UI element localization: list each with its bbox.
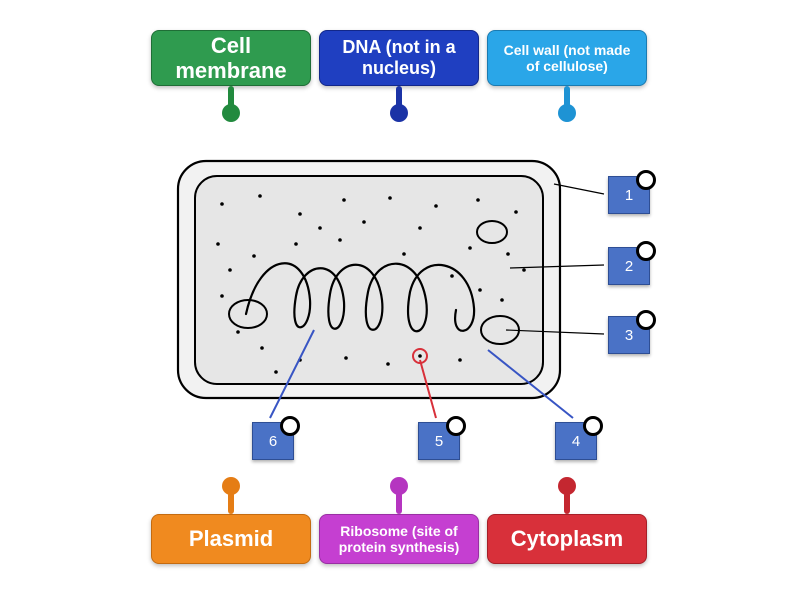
pin-dna[interactable] <box>390 104 408 122</box>
drop-target-2[interactable]: 2 <box>608 247 650 285</box>
pin-plasmid[interactable] <box>222 477 240 495</box>
drop-target-6[interactable]: 6 <box>252 422 294 460</box>
activity-stage: { "canvas": { "width": 800, "height": 60… <box>0 0 800 600</box>
pin-cytoplasm[interactable] <box>558 477 576 495</box>
pin-ribosome[interactable] <box>390 477 408 495</box>
pin-stem-plasmid <box>228 492 234 514</box>
label-cytoplasm[interactable]: Cytoplasm <box>487 514 647 564</box>
pin-cell-membrane[interactable] <box>222 104 240 122</box>
drop-target-5[interactable]: 5 <box>418 422 460 460</box>
pin-cell-wall[interactable] <box>558 104 576 122</box>
label-ribosome[interactable]: Ribosome (site of protein synthesis) <box>319 514 479 564</box>
label-cell-membrane[interactable]: Cell membrane <box>151 30 311 86</box>
label-plasmid[interactable]: Plasmid <box>151 514 311 564</box>
drop-target-3[interactable]: 3 <box>608 316 650 354</box>
drop-target-1[interactable]: 1 <box>608 176 650 214</box>
pin-stem-ribosome <box>396 492 402 514</box>
label-cell-wall[interactable]: Cell wall (not made of cellulose) <box>487 30 647 86</box>
drop-target-4[interactable]: 4 <box>555 422 597 460</box>
pin-stem-cytoplasm <box>564 492 570 514</box>
label-dna[interactable]: DNA (not in a nucleus) <box>319 30 479 86</box>
